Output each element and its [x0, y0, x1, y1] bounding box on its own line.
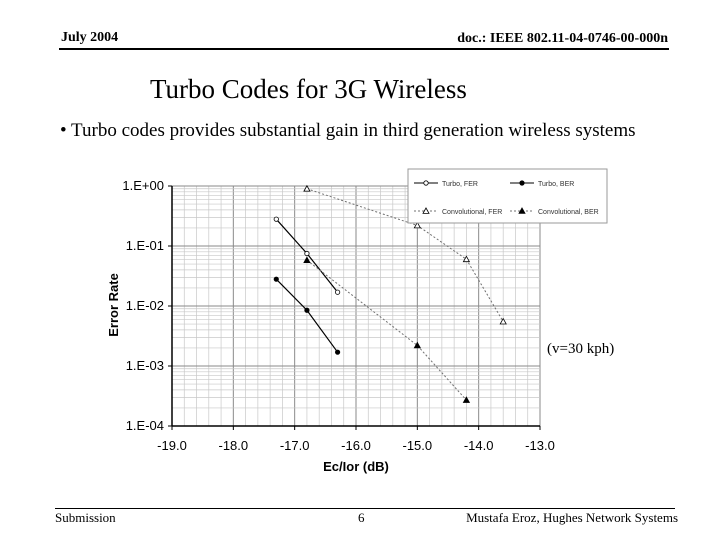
- series-line: [306, 259, 467, 401]
- data-point: [304, 307, 310, 313]
- header-doc-id: doc.: IEEE 802.11-04-0746-00-000n: [457, 31, 668, 46]
- legend-label: Turbo, BER: [538, 181, 574, 188]
- y-tick-label: 1.E-04: [126, 418, 164, 433]
- legend-label: Convolutional, FER: [442, 209, 502, 216]
- series-line: [306, 188, 504, 322]
- y-tick-label: 1.E-02: [126, 298, 164, 313]
- footer-author: Mustafa Eroz, Hughes Network Systems: [466, 510, 678, 525]
- legend-marker: [422, 207, 430, 214]
- slide-bullet: • Turbo codes provides substantial gain …: [60, 120, 636, 141]
- footer-page-number: 6: [358, 510, 365, 525]
- data-point: [273, 216, 279, 222]
- data-point: [462, 255, 471, 263]
- data-point: [273, 276, 279, 282]
- y-tick-label: 1.E-01: [126, 238, 164, 253]
- slide-title: Turbo Codes for 3G Wireless: [150, 74, 467, 104]
- y-tick-label: 1.E+00: [122, 178, 164, 193]
- x-tick-label: -17.0: [280, 438, 310, 453]
- chart-grid: [171, 185, 541, 427]
- x-axis-label: Ec/Ior (dB): [323, 459, 389, 474]
- y-axis-label: Error Rate: [106, 273, 121, 337]
- x-tick-label: -16.0: [341, 438, 371, 453]
- speed-annotation: (v=30 kph): [547, 341, 615, 357]
- chart-ticks: -19.0 -18.0 -17.0 -16.0 -15.0 -14.0 -13.0 1.E+0…: [122, 178, 554, 453]
- header-rule: [59, 48, 669, 50]
- footer-submission: Submission: [55, 510, 116, 525]
- legend-marker: [519, 180, 525, 186]
- series-2: [303, 184, 507, 325]
- data-point: [334, 289, 341, 295]
- series-0: [273, 216, 341, 295]
- data-point: [303, 256, 311, 263]
- series-1: [273, 276, 341, 355]
- x-tick-label: -15.0: [403, 438, 433, 453]
- data-point: [304, 250, 310, 257]
- legend-label: Convolutional, BER: [538, 209, 599, 216]
- legend-box: [407, 168, 608, 224]
- data-point: [413, 221, 422, 229]
- footer-rule: [55, 508, 675, 509]
- x-tick-label: -13.0: [525, 438, 555, 453]
- y-tick-label: 1.E-03: [126, 358, 164, 373]
- series-3: [303, 256, 471, 403]
- legend-marker: [423, 180, 429, 186]
- chart-legend: Turbo, FER Turbo, BER Convolutional, FER Co…: [407, 168, 608, 224]
- data-point: [303, 184, 311, 192]
- legend-label: Turbo, FER: [442, 181, 478, 188]
- chart-series: [273, 184, 507, 403]
- legend-marker: [518, 207, 526, 214]
- data-point: [334, 349, 341, 355]
- data-point: [499, 317, 507, 325]
- x-tick-label: -14.0: [464, 438, 494, 453]
- header-date: July 2004: [61, 30, 119, 45]
- data-point: [462, 396, 471, 403]
- x-tick-label: -19.0: [157, 438, 187, 453]
- x-tick-label: -18.0: [219, 438, 249, 453]
- data-point: [413, 341, 422, 349]
